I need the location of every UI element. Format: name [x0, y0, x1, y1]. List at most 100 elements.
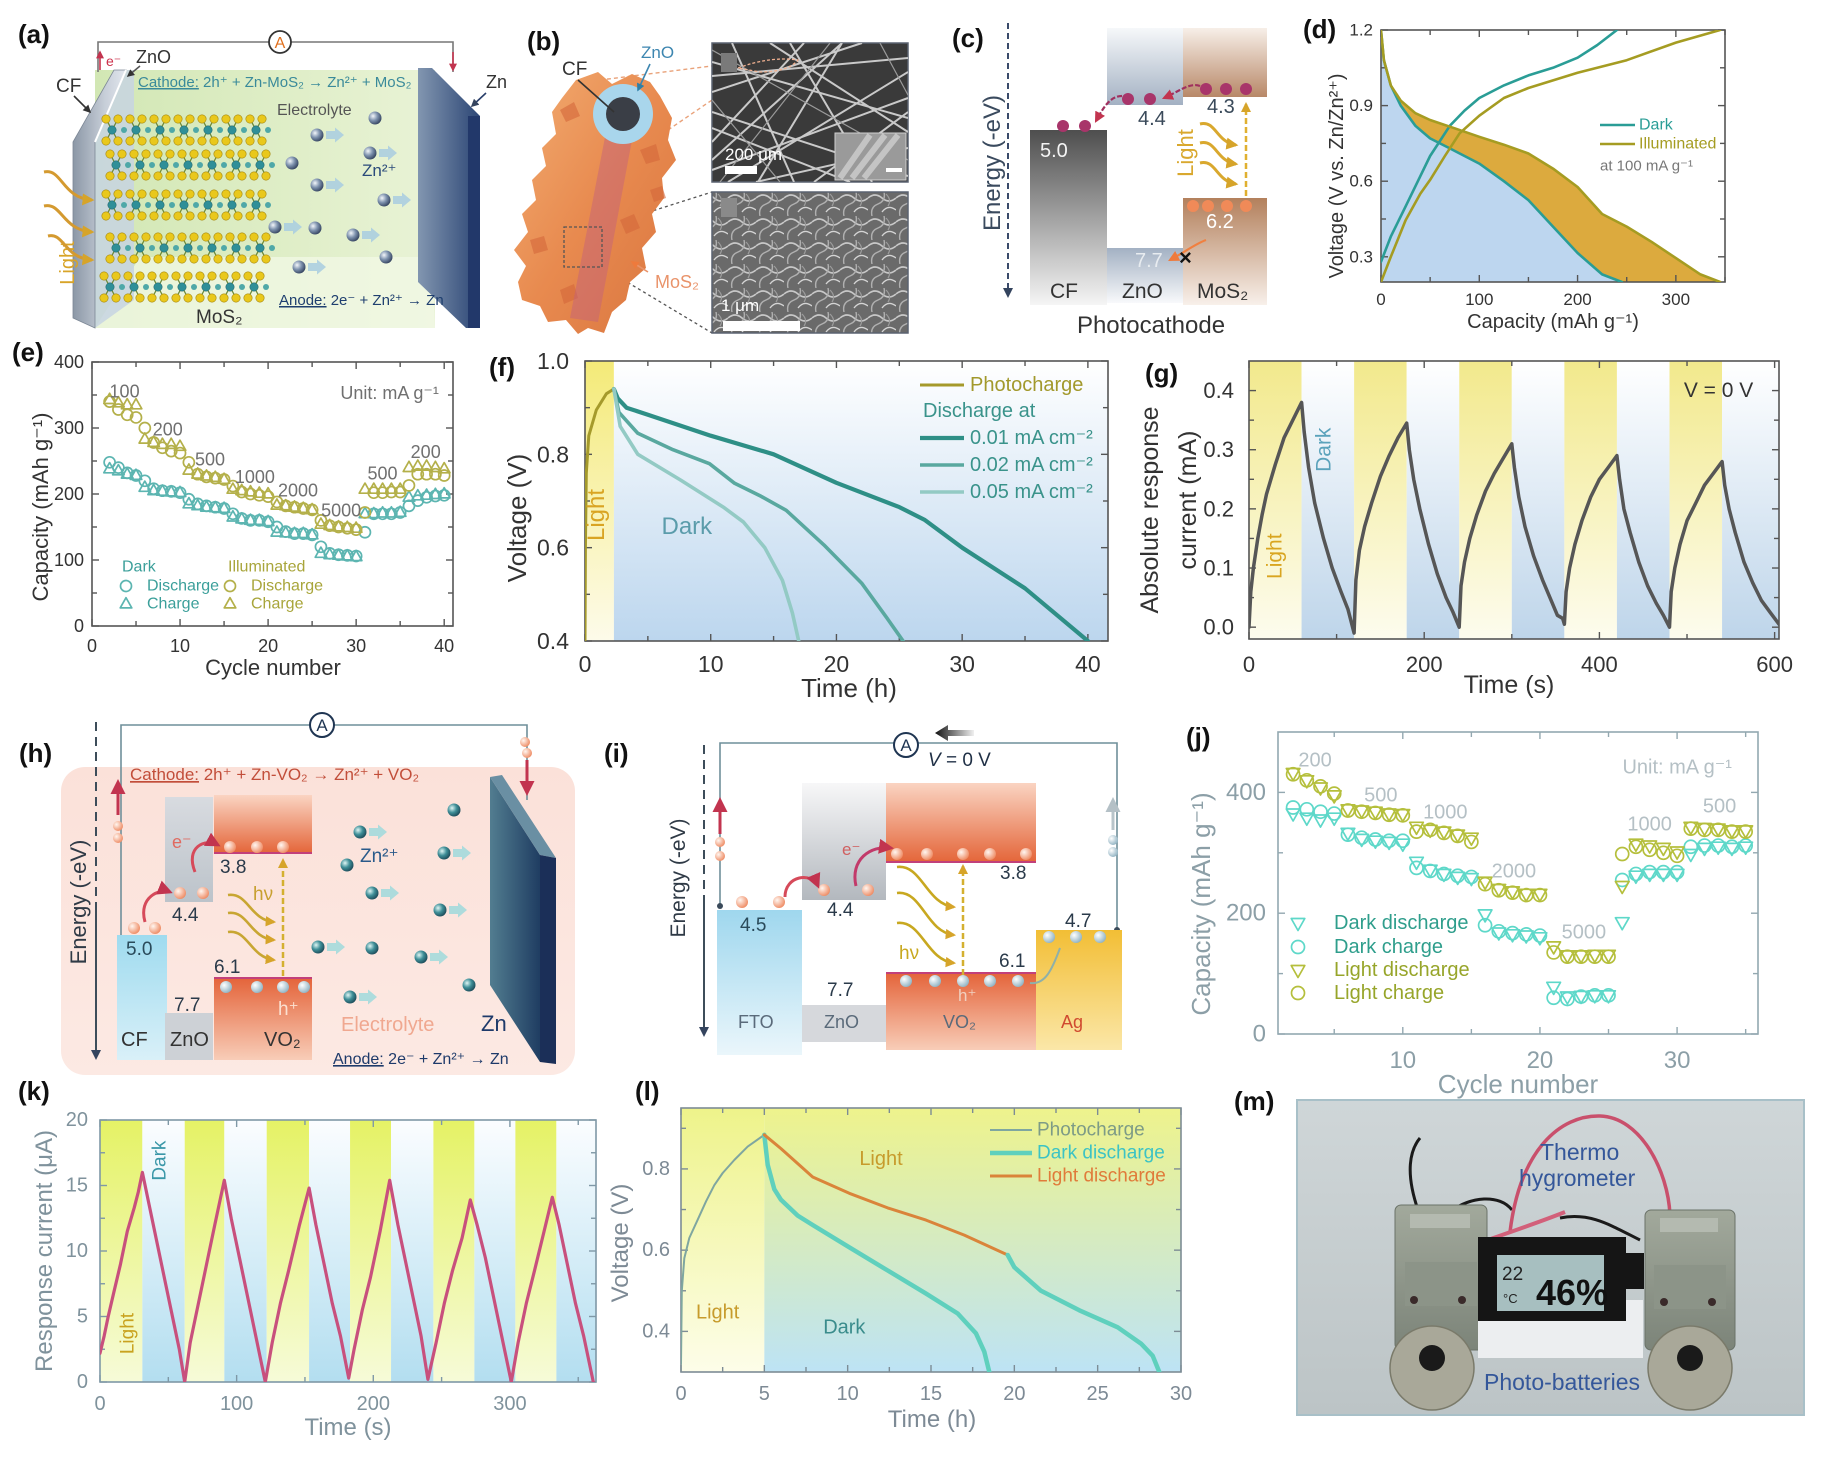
shaded-region-dark: [224, 1120, 267, 1382]
zn-label: Zn: [481, 1011, 507, 1036]
data-point: [1299, 772, 1315, 788]
shaded-region-dark: [309, 1120, 351, 1382]
panel-label-e: (e): [12, 337, 44, 367]
data-point: [1353, 833, 1370, 848]
hole-transfer-arrow-icon: [1029, 947, 1061, 985]
data-point: [1628, 870, 1644, 885]
x-tick-label: 30: [1170, 1383, 1192, 1405]
fto-band: [717, 910, 802, 1055]
data-point: [375, 505, 390, 518]
data-point: [1710, 841, 1726, 856]
series-line-absolute-response-current: [1249, 400, 1779, 635]
electron-transfer-arrow-icon: [1094, 94, 1123, 123]
light-label: Light: [1173, 129, 1198, 177]
legend: Dark Illuminated at 100 mA g⁻¹: [1600, 117, 1716, 175]
panel-m: (m) 22: [1234, 1086, 1805, 1416]
holes: [1187, 200, 1252, 212]
data-point: [1628, 838, 1644, 853]
legend-label: Discharge: [251, 578, 323, 595]
plot-frame: [1248, 360, 1780, 640]
data-point: [419, 488, 434, 501]
x-axis-label: Time (s): [1464, 671, 1555, 699]
y-tick-label: 0.6: [1349, 172, 1373, 191]
electrons: [113, 737, 532, 934]
data-point: [1710, 822, 1726, 838]
data-point: [191, 498, 205, 511]
data-point: [349, 521, 363, 534]
zno-material-label: ZnO: [1122, 280, 1163, 303]
ammeter-label: A: [316, 716, 328, 735]
data-point: [1381, 836, 1397, 851]
vo2-vb-level: 6.1: [214, 957, 240, 978]
data-point: [1312, 814, 1329, 828]
y-tick-label: 5: [77, 1306, 88, 1328]
shaded-region-light: [681, 1108, 765, 1372]
series-line-photocharge: [681, 1133, 766, 1365]
scale-bar-bottom: [723, 321, 800, 331]
data-point: [367, 482, 381, 495]
data-point: [393, 505, 407, 518]
data-point: [305, 527, 319, 540]
legend-label: Discharge: [147, 578, 219, 595]
x-tick-label: 0: [1376, 290, 1385, 309]
data-point: [182, 496, 196, 509]
zn-ion: [368, 111, 382, 125]
data-point: [1641, 868, 1658, 883]
electron-transfer-arrow-icon: [191, 832, 221, 873]
data-point: [358, 506, 372, 519]
data-point: [1546, 945, 1562, 960]
data-point: [217, 472, 231, 485]
light-ray-icon: [1199, 141, 1239, 169]
lcd-humidity: 46%: [1536, 1272, 1608, 1313]
x-tick-label: 40: [1075, 651, 1101, 677]
panel-label-k: (k): [18, 1076, 50, 1106]
data-point: [226, 509, 240, 522]
data-point: [1395, 838, 1411, 853]
data-point: [1587, 989, 1603, 1004]
vo2-valence-band: [214, 978, 312, 1060]
data-point: [1299, 812, 1315, 827]
zinc-anode-edge: [468, 116, 480, 328]
x-tick-label: 10: [837, 1383, 859, 1405]
zno-material-label: ZnO: [170, 1029, 209, 1051]
annotation: Unit: mA g⁻¹: [340, 383, 439, 403]
data-point: [1422, 824, 1438, 839]
electron-label: e⁻: [842, 840, 860, 859]
legend-marker: [119, 596, 133, 609]
data-point: [252, 513, 266, 526]
anode-reaction-equation: 2e⁻ + Zn²⁺ → Zn: [384, 1051, 509, 1068]
data-point: [1628, 839, 1644, 855]
data-point: [1463, 832, 1480, 847]
x-tick-label: 600: [1756, 652, 1793, 677]
electron-label: e⁻: [106, 53, 121, 69]
data-point: [1724, 842, 1740, 857]
data-point: [164, 484, 178, 497]
data-point: [349, 523, 363, 536]
ammeter-label: A: [900, 736, 912, 755]
zn-ion: [379, 250, 393, 264]
x-tick-label: 30: [949, 651, 975, 677]
data-point: [261, 514, 275, 527]
x-tick-label: 0: [1243, 652, 1255, 677]
shaded-region-dark: [1722, 361, 1779, 639]
x-axis-label: Cycle number: [205, 655, 341, 680]
y-tick-label: 20: [66, 1109, 88, 1131]
annotation: 100: [110, 382, 140, 402]
legend: DarkDischargeChargeIlluminatedDischargeC…: [119, 559, 323, 613]
series-line-discharge-at-0-01-ma-cm: [611, 386, 1090, 641]
data-point: [1422, 863, 1438, 879]
cf-pointer-icon: [577, 79, 615, 113]
data-point: [358, 482, 372, 495]
data-point: [314, 517, 328, 530]
zno-conduction-band: [165, 797, 213, 902]
data-point: [1422, 822, 1438, 838]
data-point: [1641, 840, 1658, 854]
x-tick-label: 40: [434, 636, 454, 656]
series-line-discharge-at-0-02-ma-cm: [612, 387, 905, 641]
legend-marker: [1290, 985, 1306, 1001]
shaded-region-dark: [391, 1120, 434, 1382]
y-tick-label: 0: [77, 1371, 88, 1393]
annotation: 2000: [1492, 861, 1537, 883]
data-point: [1532, 931, 1548, 946]
data-point: [1477, 909, 1493, 923]
